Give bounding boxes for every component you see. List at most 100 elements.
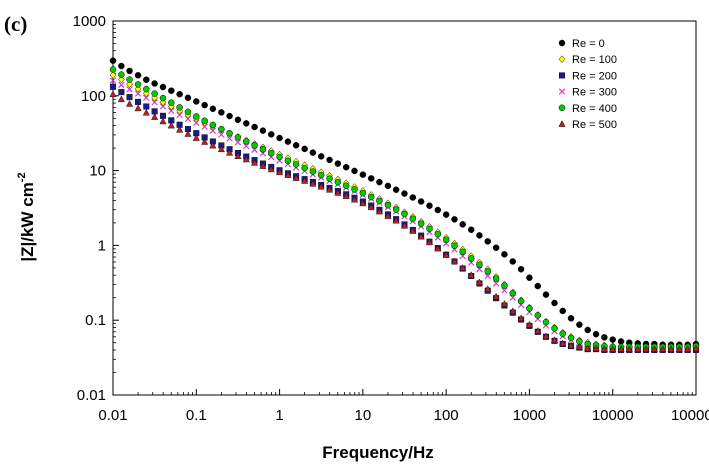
data-point <box>567 341 575 349</box>
data-point <box>484 272 491 280</box>
data-point <box>184 94 192 102</box>
data-point <box>226 135 233 142</box>
data-point <box>134 72 142 79</box>
x-tick-label: 1000 <box>513 407 546 424</box>
cross-stroke <box>226 135 233 142</box>
data-point <box>193 98 200 105</box>
data-point <box>592 330 600 338</box>
data-point <box>209 121 217 129</box>
data-point <box>392 206 400 213</box>
data-point <box>109 77 117 84</box>
data-point <box>193 119 200 127</box>
data-point <box>434 244 442 252</box>
x-tick-label: 0.01 <box>98 407 127 424</box>
data-point <box>184 108 192 116</box>
data-point <box>317 182 325 190</box>
data-point <box>276 153 283 161</box>
data-point <box>135 98 142 105</box>
cross-stroke <box>492 280 500 287</box>
data-point <box>692 344 700 352</box>
data-point <box>426 225 433 233</box>
y-tick-label: 0.01 <box>77 387 106 404</box>
data-point <box>484 285 492 292</box>
data-point <box>526 274 533 281</box>
plot-frame <box>112 20 697 396</box>
legend-item: Re = 500 <box>558 119 617 131</box>
data-point <box>367 193 375 201</box>
legend-marker <box>558 39 566 47</box>
data-point <box>301 177 309 184</box>
legend-marker <box>558 55 566 63</box>
data-point <box>675 345 683 352</box>
data-point <box>517 314 525 322</box>
data-point <box>292 174 300 181</box>
data-point <box>159 103 167 110</box>
legend-marker <box>558 88 566 95</box>
data-point <box>118 81 125 89</box>
x-tick-label: 10 <box>355 407 372 424</box>
data-point <box>284 157 292 165</box>
data-point <box>267 165 275 173</box>
data-point <box>584 344 592 352</box>
data-point <box>667 345 675 352</box>
y-axis-title-main: |Z|/kW cm <box>18 182 37 261</box>
data-point <box>467 226 475 233</box>
data-point <box>259 127 267 134</box>
data-point <box>501 251 508 258</box>
data-point <box>242 120 250 127</box>
data-point <box>234 116 242 124</box>
cross-stroke <box>118 81 125 89</box>
data-point <box>251 159 259 166</box>
data-point <box>117 95 125 103</box>
data-point <box>409 215 417 223</box>
cross-stroke <box>193 119 200 127</box>
data-point <box>659 345 667 352</box>
data-point <box>342 163 350 171</box>
data-point <box>492 292 500 300</box>
data-point <box>218 109 225 116</box>
data-point <box>143 85 150 93</box>
data-point <box>334 189 342 196</box>
data-point <box>575 343 583 350</box>
data-point <box>475 278 483 286</box>
data-point <box>126 100 134 107</box>
data-point <box>234 152 242 159</box>
legend-label: Re = 400 <box>572 103 617 115</box>
data-point <box>176 125 184 133</box>
cross-stroke <box>509 294 516 301</box>
data-point <box>601 334 608 341</box>
data-point <box>501 287 508 294</box>
data-point <box>151 113 159 120</box>
y-tick-label: 0.1 <box>85 312 106 329</box>
data-point <box>617 345 625 352</box>
data-point <box>542 332 550 340</box>
legend-item: Re = 400 <box>558 103 617 115</box>
data-point <box>284 138 292 145</box>
y-tick-label: 1000 <box>73 13 106 30</box>
data-point <box>159 117 167 125</box>
data-point <box>109 71 117 79</box>
data-point <box>184 115 192 123</box>
data-point <box>226 112 233 120</box>
cross-stroke <box>134 90 142 97</box>
data-point <box>143 103 150 110</box>
data-point <box>534 327 542 334</box>
data-point <box>642 345 650 352</box>
data-point <box>109 83 116 90</box>
data-point <box>201 123 208 130</box>
data-point <box>292 142 300 149</box>
data-point <box>376 178 383 186</box>
data-point <box>684 345 692 352</box>
data-point <box>234 134 242 141</box>
x-tick-label: 1 <box>275 407 283 424</box>
data-point <box>142 108 150 116</box>
data-point <box>309 168 317 175</box>
data-point <box>176 90 183 98</box>
data-point <box>509 258 517 265</box>
data-point <box>168 99 175 106</box>
x-tick-label: 100 <box>434 407 459 424</box>
y-tick-label: 10 <box>89 163 106 180</box>
data-point <box>551 299 558 307</box>
data-point <box>509 307 517 314</box>
data-point <box>126 76 133 83</box>
